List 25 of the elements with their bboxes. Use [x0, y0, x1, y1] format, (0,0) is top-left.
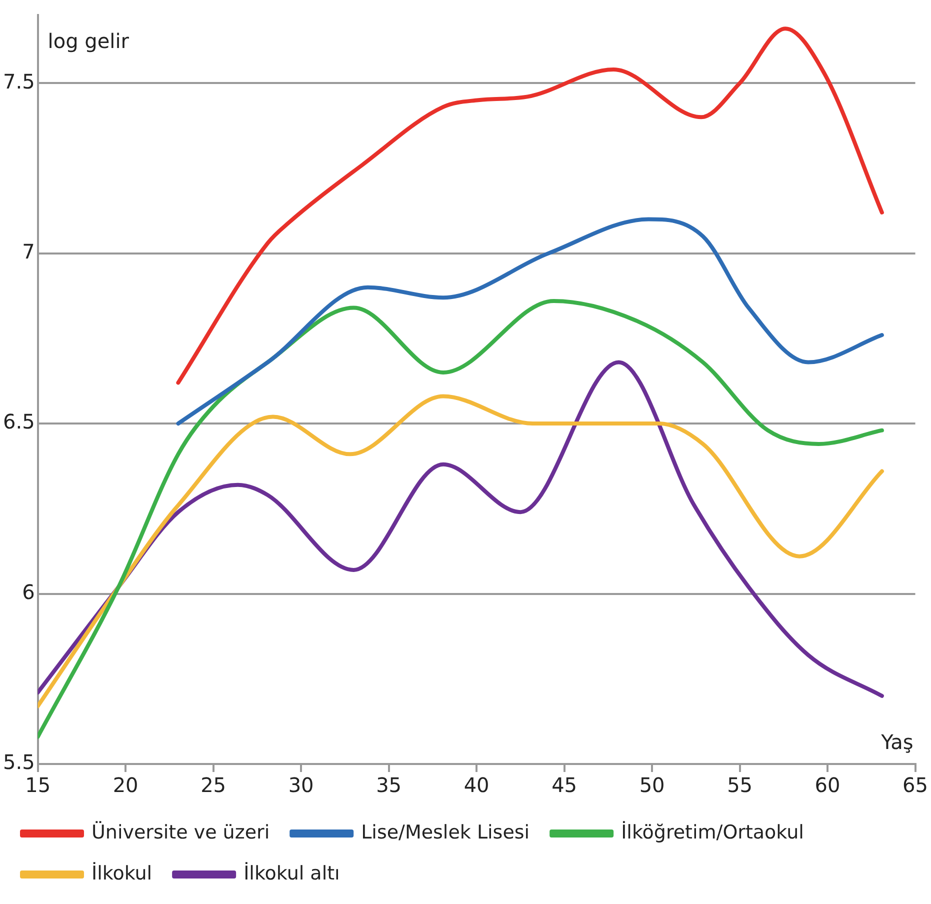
x-tick-label: 35	[376, 773, 402, 798]
line-series	[176, 26, 884, 385]
x-tick-label: 40	[464, 773, 490, 798]
x-tick-label: 60	[814, 773, 840, 798]
y-axis-title: log gelir	[48, 29, 130, 54]
y-tick-label: 5.5	[2, 750, 35, 774]
x-tick-label: 20	[112, 773, 138, 798]
legend-label: İlkokul altı	[244, 861, 340, 884]
x-axis-title: Yaş	[880, 730, 914, 754]
legend-label: Üniversite ve üzeri	[92, 820, 270, 844]
x-tick-label: 15	[25, 773, 51, 798]
x-tick-label: 25	[200, 773, 226, 798]
x-tick-label: 50	[639, 773, 665, 798]
x-tick-label: 30	[288, 773, 314, 798]
y-tick-label: 7	[22, 240, 35, 264]
x-tick-label: 55	[727, 773, 753, 798]
y-tick-label: 7.5	[2, 69, 35, 94]
legend-label: İlkokul	[92, 861, 152, 884]
x-tick-label: 65	[902, 773, 928, 798]
line-series	[176, 217, 884, 426]
y-tick-label: 6.5	[2, 410, 35, 434]
legend-label: Lise/Meslek Lisesi	[361, 821, 530, 844]
x-tick-label: 45	[552, 773, 578, 798]
legend-label: İlköğretim/Ortaokul	[621, 820, 804, 844]
y-tick-label: 6	[22, 580, 35, 604]
